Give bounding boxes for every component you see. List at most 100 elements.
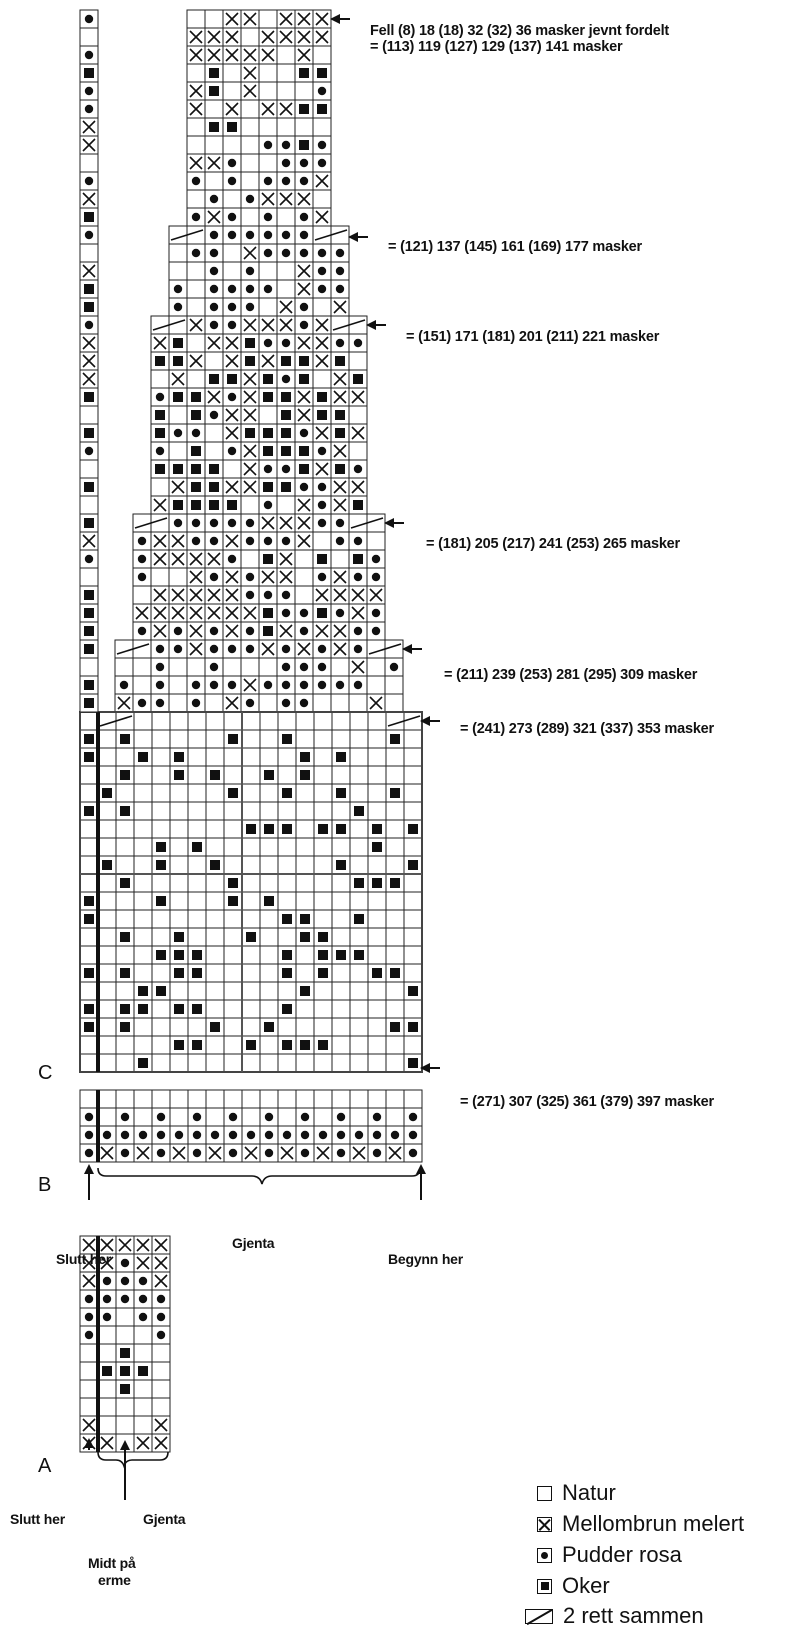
arrow-head [330, 14, 340, 24]
dot-symbol [335, 608, 345, 618]
legend-k2tog: 2 rett sammen [525, 1603, 704, 1629]
stitch-count-241: = (241) 273 (289) 321 (337) 353 masker [460, 721, 714, 737]
dot-symbol [209, 518, 219, 528]
square-symbol [353, 500, 363, 510]
chart-cell [367, 1089, 387, 1109]
chart-cell [133, 945, 153, 965]
dot-symbol [155, 644, 165, 654]
chart-cell [205, 891, 225, 911]
dot-symbol [281, 698, 291, 708]
chart-cell [241, 1107, 261, 1127]
chart-cell [97, 1343, 117, 1363]
dot-symbol [227, 320, 237, 330]
stitch-count-271: = (271) 307 (325) 361 (379) 397 masker [460, 1094, 714, 1110]
dot-symbol [192, 1130, 202, 1140]
dot-symbol [371, 608, 381, 618]
square-symbol [138, 1004, 148, 1014]
chart-cell [151, 1397, 171, 1417]
chart-cell [241, 1053, 261, 1073]
cross-symbol [315, 462, 329, 476]
cross-symbol [207, 606, 221, 620]
square-symbol [354, 878, 364, 888]
chart-cell [349, 981, 369, 1001]
square-symbol [264, 1022, 274, 1032]
dot-symbol [227, 302, 237, 312]
chart-cell [223, 819, 243, 839]
chart-cell [115, 1415, 135, 1435]
chart-cell [367, 909, 387, 929]
chart-cell [385, 1053, 405, 1073]
chart-cell [79, 1379, 99, 1399]
square-symbol [281, 410, 291, 420]
cross-symbol [315, 210, 329, 224]
dot-symbol [84, 176, 94, 186]
cross-symbol [225, 48, 239, 62]
cross-symbol [297, 390, 311, 404]
cross-symbol [297, 192, 311, 206]
dot-symbol [173, 428, 183, 438]
chart-cell [385, 855, 405, 875]
chart-cell [277, 801, 297, 821]
cross-symbol [333, 372, 347, 386]
chart-c-border [79, 711, 423, 1073]
cross-symbol [153, 624, 167, 638]
dot-symbol [84, 50, 94, 60]
cross-symbol [82, 534, 96, 548]
chart-cell [312, 45, 332, 65]
square-symbol [84, 302, 94, 312]
cross-symbol [225, 534, 239, 548]
chart-cell [133, 1343, 153, 1363]
k2tog-symbol [332, 319, 366, 331]
chart-cell [240, 153, 260, 173]
chart-cell [204, 693, 224, 713]
cross-symbol [82, 138, 96, 152]
cross-symbol [189, 552, 203, 566]
chart-cell [187, 855, 207, 875]
chart-cell [367, 711, 387, 731]
cross-symbol [315, 12, 329, 26]
dot-symbol [281, 176, 291, 186]
chart-cell [295, 1089, 315, 1109]
dot-symbol [84, 1312, 94, 1322]
chart-cell [79, 405, 99, 425]
legend-oker: Oker [537, 1573, 610, 1599]
chart-cell [150, 513, 170, 533]
chart-cell [403, 1089, 423, 1109]
chart-cell [115, 909, 135, 929]
chart-cell [294, 585, 314, 605]
cross-symbol [100, 1238, 114, 1252]
chart-cell [367, 891, 387, 911]
chart-cell [240, 207, 260, 227]
chart-cell [97, 909, 117, 929]
k2tog-symbol [134, 517, 168, 529]
cross-symbol [243, 480, 257, 494]
chart-cell [187, 909, 207, 929]
square-symbol [263, 482, 273, 492]
dot-symbol [245, 284, 255, 294]
cross-symbol [153, 588, 167, 602]
square-symbol [173, 464, 183, 474]
dot-symbol [353, 644, 363, 654]
square-symbol [84, 698, 94, 708]
cross-symbol [243, 372, 257, 386]
square-symbol [408, 1058, 418, 1068]
dot-symbol [299, 248, 309, 258]
dot-symbol [281, 140, 291, 150]
cross-symbol [136, 1146, 150, 1160]
cross-symbol [82, 354, 96, 368]
chart-cell [151, 1343, 171, 1363]
chart-cell [312, 297, 332, 317]
square-symbol [209, 374, 219, 384]
chart-cell [115, 837, 135, 857]
dot-symbol [209, 284, 219, 294]
chart-cell [312, 369, 332, 389]
cross-symbol [225, 336, 239, 350]
square-symbol [318, 824, 328, 834]
square-symbol [84, 212, 94, 222]
cross-symbol [243, 48, 257, 62]
dot-symbol [191, 518, 201, 528]
chart-cell [151, 1089, 171, 1109]
cross-symbol [333, 624, 347, 638]
gjenta-a: Gjenta [143, 1511, 186, 1527]
square-symbol [300, 986, 310, 996]
